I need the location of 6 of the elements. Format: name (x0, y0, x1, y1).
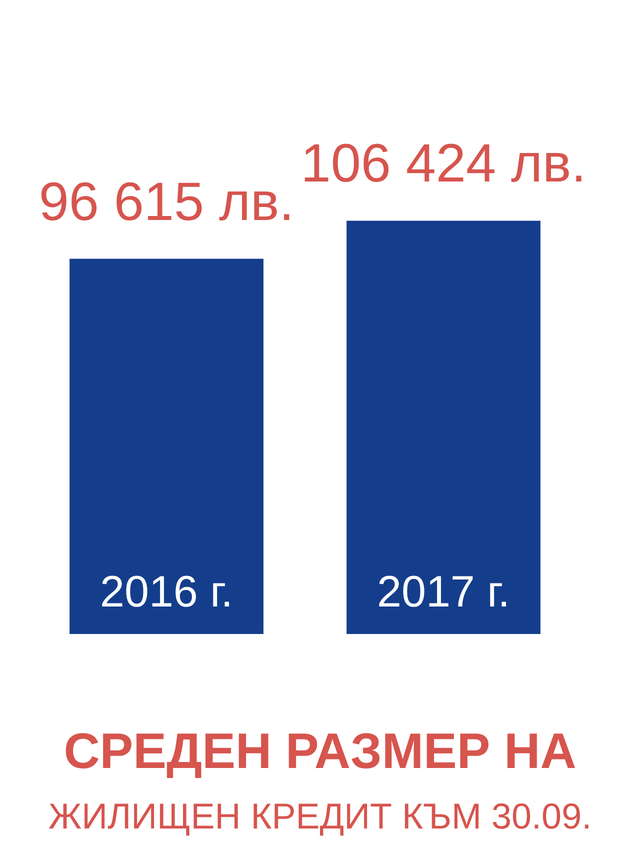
x-tick-label: 2016 г. (100, 568, 234, 616)
text: СРЕДЕН РАЗМЕР НА (64, 723, 576, 779)
data-label: 96 615 лв. (38, 172, 294, 232)
x-tick-label: 2017 г. (376, 568, 510, 616)
data-label: 106 424 лв. (300, 134, 586, 194)
text: ЖИЛИЩЕН КРЕДИТ КЪМ 30.09. (48, 796, 592, 836)
